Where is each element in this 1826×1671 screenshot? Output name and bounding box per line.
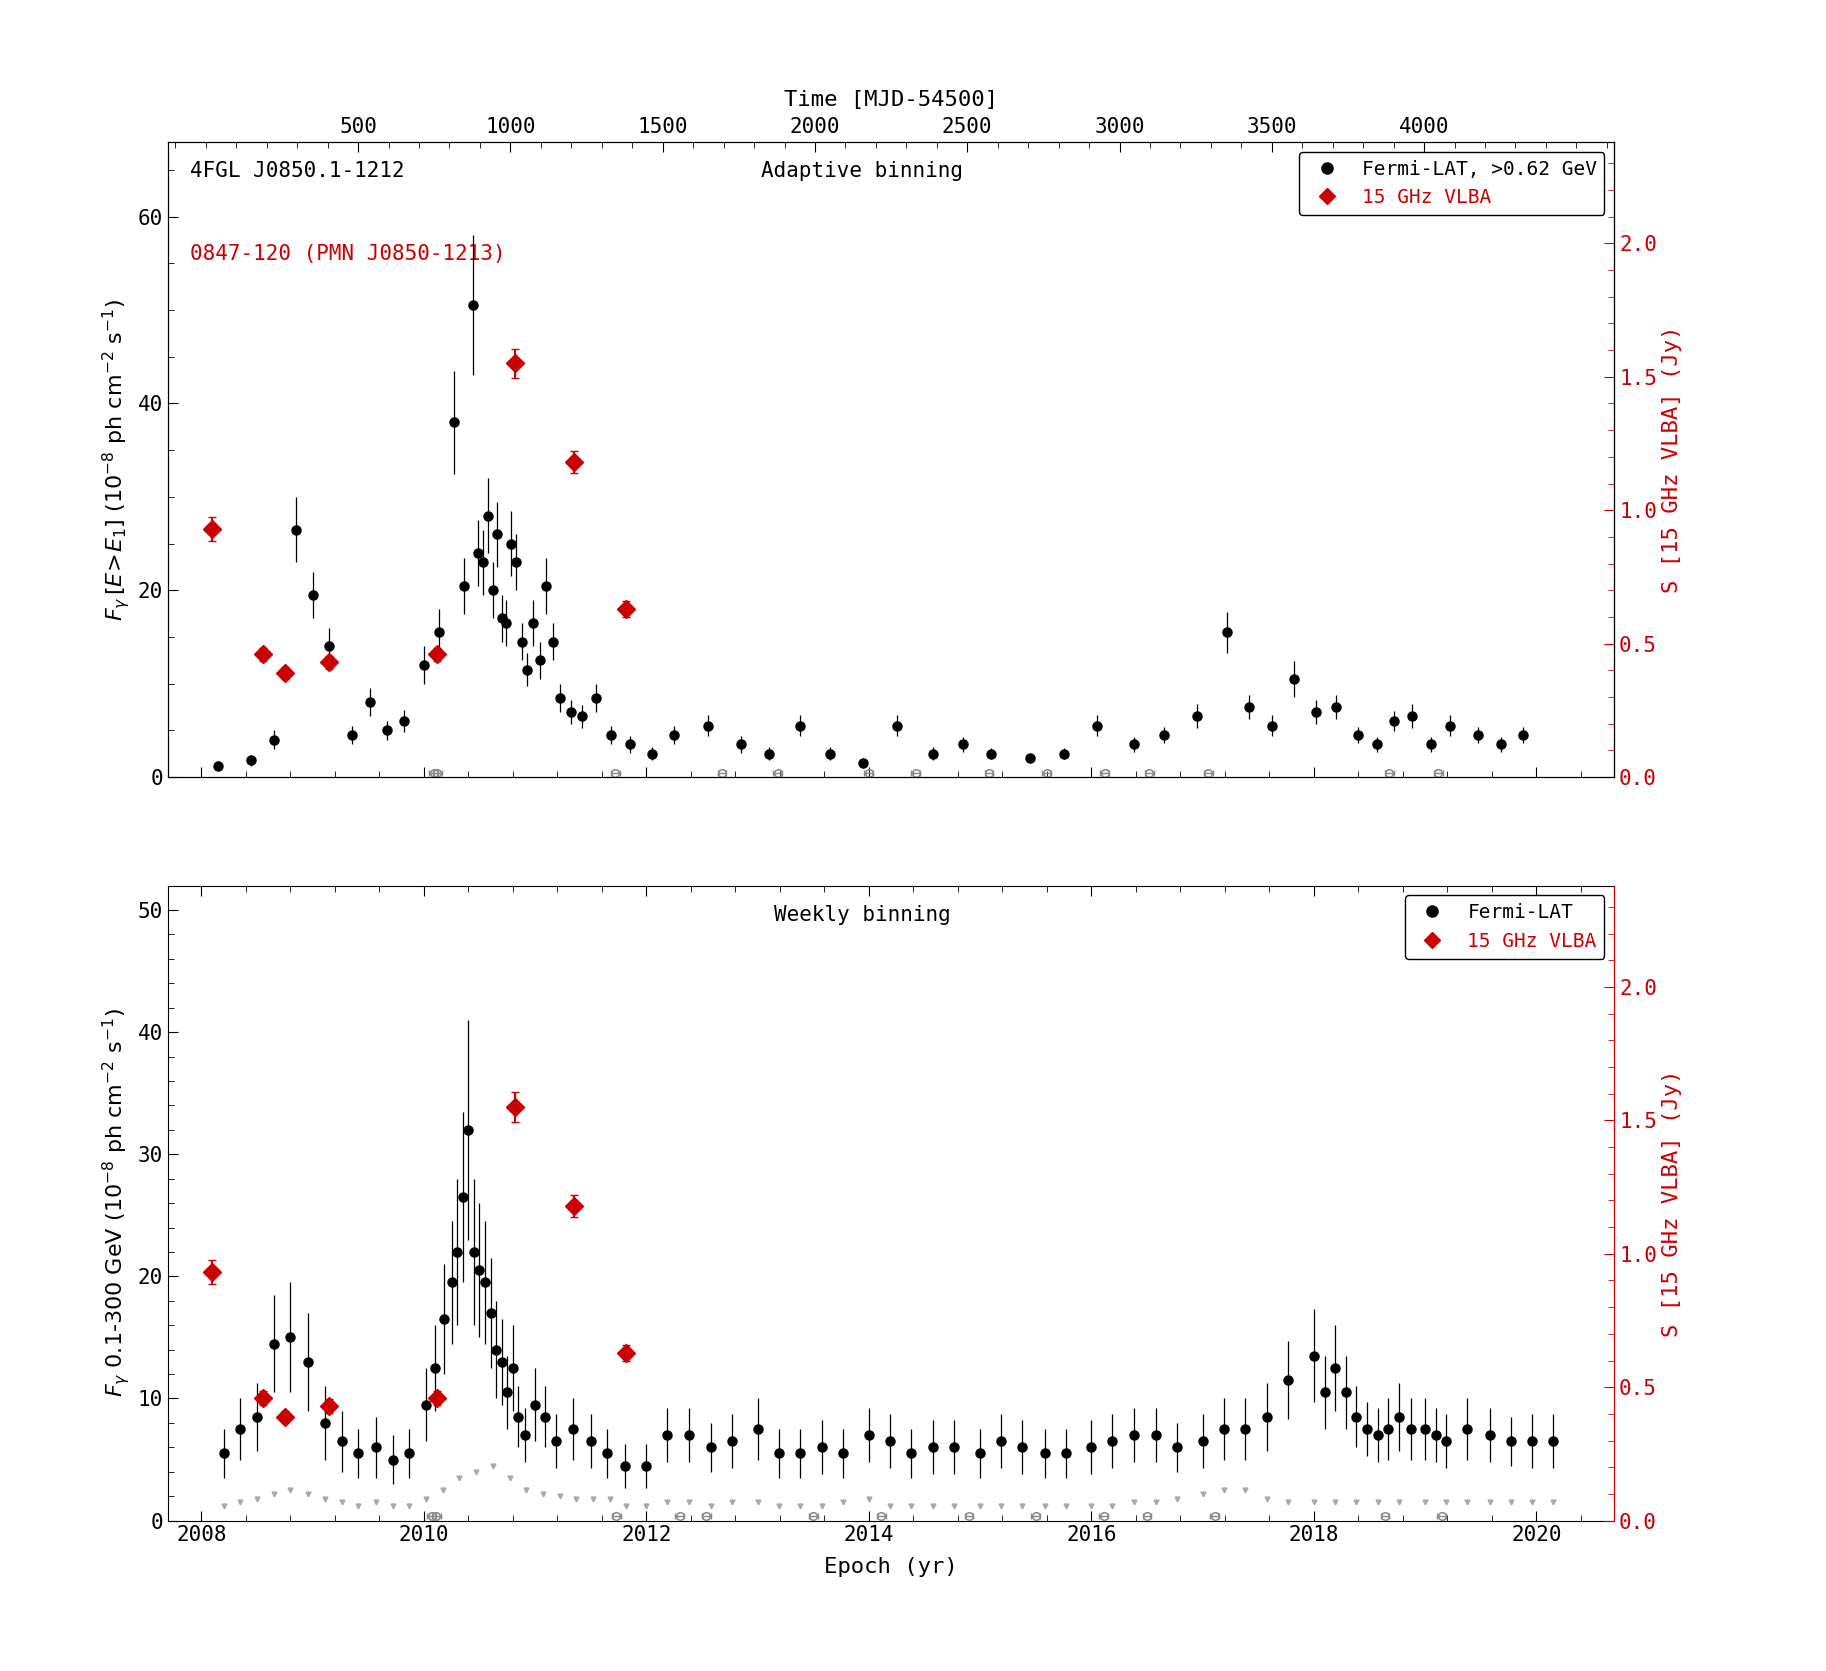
Y-axis label: S [15 GHz VLBA] (Jy): S [15 GHz VLBA] (Jy) xyxy=(1662,326,1682,593)
Text: Adaptive binning: Adaptive binning xyxy=(761,160,962,180)
Y-axis label: $F_\gamma\,[E\!>\!E_1]\ (10^{-8}\ \mathrm{ph\ cm^{-2}\ s^{-1}})$: $F_\gamma\,[E\!>\!E_1]\ (10^{-8}\ \mathr… xyxy=(100,299,131,620)
X-axis label: Epoch (yr): Epoch (yr) xyxy=(824,1557,959,1576)
Text: 4FGL J0850.1-1212: 4FGL J0850.1-1212 xyxy=(190,160,404,180)
Legend: Fermi-LAT, 15 GHz VLBA: Fermi-LAT, 15 GHz VLBA xyxy=(1406,896,1605,959)
Text: 0847-120 (PMN J0850-1213): 0847-120 (PMN J0850-1213) xyxy=(190,244,506,264)
Y-axis label: S [15 GHz VLBA] (Jy): S [15 GHz VLBA] (Jy) xyxy=(1662,1069,1682,1337)
Y-axis label: $F_\gamma\ 0.1\text{-}300\ \mathrm{GeV}\ (10^{-8}\ \mathrm{ph\ cm^{-2}\ s^{-1}}): $F_\gamma\ 0.1\text{-}300\ \mathrm{GeV}\… xyxy=(100,1009,131,1397)
X-axis label: Time [MJD-54500]: Time [MJD-54500] xyxy=(783,90,999,110)
Legend: Fermi-LAT, >0.62 GeV, 15 GHz VLBA: Fermi-LAT, >0.62 GeV, 15 GHz VLBA xyxy=(1300,152,1605,216)
Text: Weekly binning: Weekly binning xyxy=(774,904,951,924)
